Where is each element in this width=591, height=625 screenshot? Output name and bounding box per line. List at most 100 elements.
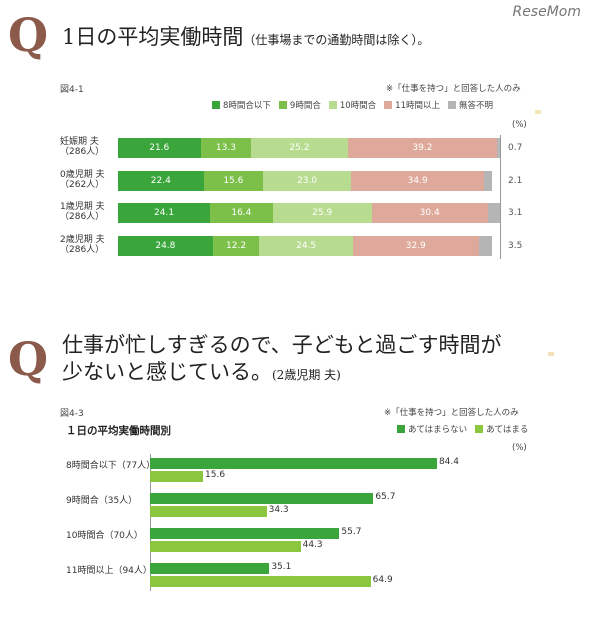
- bar-segment: 12.2: [212, 235, 260, 256]
- legend-label: 9時間合: [289, 101, 321, 111]
- category-label-line2: （286人）: [60, 212, 105, 223]
- decoration-dash: [535, 110, 541, 114]
- chart-note: ※「仕事を持つ」と回答した人のみ: [384, 408, 519, 418]
- legend-item: あてはまる: [475, 423, 528, 435]
- legend-label: あてはまる: [486, 425, 529, 435]
- data-label: 30.4: [419, 208, 440, 218]
- chart-legend: あてはまらない あてはまる: [397, 423, 528, 435]
- bar-segment: 25.2: [251, 138, 348, 158]
- category-label: 1歳児期 夫（286人）: [60, 202, 105, 223]
- bar-segment: [487, 203, 500, 223]
- legend-item: 9時間合: [278, 99, 321, 111]
- bar-segment: [484, 170, 493, 191]
- chart-note: ※「仕事を持つ」と回答した人のみ: [386, 84, 521, 94]
- data-label: 55.7: [341, 527, 362, 537]
- bar: [150, 576, 371, 587]
- legend-label: 8時間合以下: [223, 101, 271, 111]
- bar-segment: 21.6: [118, 138, 201, 158]
- bar: [150, 563, 270, 574]
- legend-item: 8時間合以下: [212, 99, 271, 111]
- legend-swatch: [448, 101, 456, 109]
- section1-title-main: 1日の平均実働時間: [62, 25, 244, 49]
- data-label: 44.3: [302, 540, 323, 550]
- category-label-line1: 2歳児期 夫: [60, 234, 105, 245]
- bar-segment: 13.3: [200, 138, 252, 158]
- data-label: 3.5: [508, 240, 523, 251]
- bar: [150, 493, 374, 504]
- legend-swatch: [328, 101, 337, 109]
- category-label: 0歳児期 夫（262人）: [60, 170, 105, 191]
- legend-item: 11時間以上: [384, 99, 440, 111]
- section1-title-note: （仕事場までの通勤時間は除く）。: [243, 33, 430, 47]
- category-label: 9時間合（35人）: [66, 496, 138, 506]
- data-label: 39.2: [412, 143, 433, 153]
- bar-segment: 32.9: [352, 235, 479, 256]
- data-label: 24.5: [296, 240, 317, 251]
- data-label: 22.4: [150, 175, 171, 186]
- bar-segment: 24.1: [118, 203, 211, 223]
- bar-segment: [497, 138, 500, 158]
- legend-label: 11時間以上: [395, 101, 440, 111]
- bar-segment: 34.9: [351, 170, 485, 191]
- bar-segment: 22.4: [118, 170, 204, 191]
- section1-title: 1日の平均実働時間（仕事場までの通勤時間は除く）。: [62, 25, 429, 50]
- legend-item: 無答不明: [448, 99, 493, 111]
- category-label-line1: 1歳児期 夫: [60, 202, 105, 212]
- bar-segment: 16.4: [210, 203, 273, 223]
- bar-segment: 24.5: [259, 235, 353, 256]
- legend-swatch: [475, 425, 484, 433]
- category-label-line2: （286人）: [60, 244, 105, 255]
- data-label: 0.7: [508, 143, 523, 153]
- section2-title-line1: 仕事が忙しすぎるので、子どもと過ごす時間が: [62, 333, 502, 357]
- data-label: 21.6: [149, 143, 170, 153]
- data-label: 3.1: [508, 208, 523, 218]
- data-label: 32.9: [405, 240, 426, 251]
- data-label: 35.1: [271, 562, 292, 572]
- category-label-line1: 妊娠期 夫: [60, 137, 99, 147]
- section2-title-note: (2歳児期 夫): [272, 368, 341, 382]
- section2-title-line2: 少ないと感じている。(2歳児期 夫): [62, 360, 341, 385]
- data-label: 2.1: [508, 175, 523, 186]
- category-label: 8時間合以下（77人）: [66, 461, 156, 471]
- data-label: 34.9: [407, 175, 428, 186]
- data-label: 12.2: [226, 240, 247, 251]
- bar-segment: 24.8: [118, 235, 213, 256]
- bar-segment: 39.2: [347, 138, 498, 158]
- site-logo: ReseMom: [512, 4, 581, 20]
- legend-label: あてはまらない: [408, 425, 468, 435]
- legend-label: 10時間合: [339, 101, 377, 111]
- legend-swatch: [397, 425, 405, 433]
- bar: [150, 506, 267, 517]
- data-label: 15.6: [205, 470, 226, 480]
- bar: [150, 541, 301, 552]
- data-label: 25.9: [312, 208, 333, 218]
- category-label: 妊娠期 夫（286人）: [60, 137, 104, 158]
- category-label-line2: （262人）: [60, 179, 105, 190]
- legend-swatch: [384, 101, 393, 109]
- category-label-line1: 0歳児期 夫: [60, 169, 105, 180]
- legend-label: 無答不明: [459, 101, 494, 111]
- legend-swatch: [212, 101, 220, 109]
- decoration-dash: [548, 352, 554, 356]
- bar-axis-line: [500, 135, 501, 259]
- chart-legend: 8時間合以下 9時間合 10時間合 11時間以上 無答不明: [212, 99, 493, 111]
- data-label: 34.3: [268, 505, 289, 515]
- category-label-line2: （286人）: [60, 147, 105, 158]
- bar-segment: 25.9: [272, 203, 372, 223]
- bar-segment: [478, 235, 492, 256]
- bar-segment: 23.0: [263, 170, 352, 191]
- data-label: 64.9: [372, 575, 393, 585]
- data-label: 15.6: [223, 175, 244, 186]
- bar-segment: 15.6: [203, 170, 264, 191]
- data-label: 84.4: [438, 457, 459, 467]
- legend-item: あてはまらない: [397, 423, 467, 435]
- section2-title-main: 少ないと感じている。: [62, 360, 272, 384]
- bar-segment: 30.4: [371, 203, 488, 223]
- question-mark: Q: [8, 332, 49, 386]
- legend-swatch: [278, 101, 287, 109]
- figure-label: 図4-3: [60, 409, 84, 419]
- bar: [150, 528, 340, 539]
- data-label: 23.0: [297, 175, 318, 186]
- data-label: 16.4: [231, 208, 252, 218]
- chart-subtitle: １日の平均実働時間別: [66, 425, 171, 437]
